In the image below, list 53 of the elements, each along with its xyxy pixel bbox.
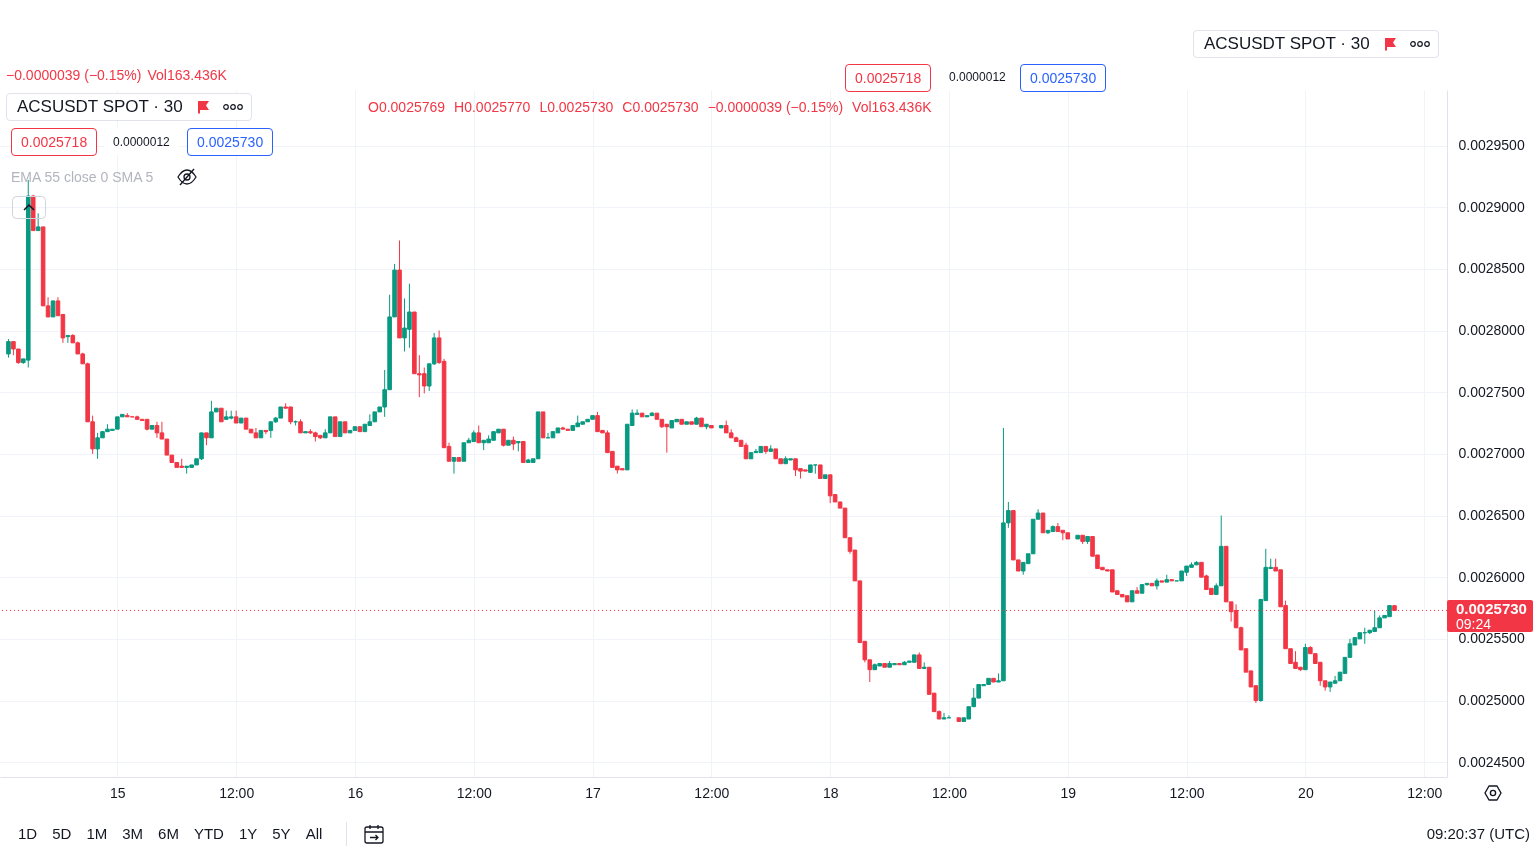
text: 0.0025718 bbox=[855, 70, 922, 86]
y-tick-label: 0.0024500 bbox=[1458, 753, 1525, 770]
y-tick-label: 0.0028000 bbox=[1458, 322, 1525, 339]
text: 6M bbox=[158, 824, 179, 844]
x-tick-label: 19 bbox=[1060, 784, 1077, 801]
annotation: EMA 55 close 0 SMA 5 bbox=[11, 168, 154, 187]
y-tick-label: 0.0029000 bbox=[1458, 198, 1525, 215]
annotation: O0.0025769 bbox=[368, 98, 446, 116]
y-tick-label: 0.0025500 bbox=[1458, 630, 1525, 647]
x-tick-label: 12:00 bbox=[1407, 784, 1443, 801]
text: YTD bbox=[193, 824, 224, 844]
text: 0.0025730 bbox=[1030, 70, 1097, 86]
text: 5D bbox=[52, 824, 72, 844]
text: All bbox=[305, 824, 323, 844]
x-tick-label: 12:00 bbox=[931, 784, 968, 801]
annotation: −0.0000039 (−0.15%) bbox=[707, 98, 844, 116]
text: 3M bbox=[122, 824, 144, 844]
x-tick-label: 18 bbox=[822, 784, 839, 801]
price-tag: 0.0025730 09:24 bbox=[1447, 600, 1533, 633]
symbol-box: ACSUSDT SPOT · 30 bbox=[6, 93, 252, 121]
text: −0.0000039 (−0.15%) bbox=[6, 67, 142, 83]
y-tick-label: 0.0026000 bbox=[1458, 568, 1525, 585]
text: 5Y bbox=[272, 824, 291, 844]
annotation: H0.0025770 bbox=[454, 98, 531, 116]
x-tick-label: 12:00 bbox=[1169, 784, 1205, 801]
y-tick-label: 0.0029500 bbox=[1458, 137, 1525, 153]
text: Vol163.436K bbox=[147, 67, 227, 83]
x-tick-label: 12:00 bbox=[694, 784, 730, 801]
symbol-box: ACSUSDT SPOT · 30 bbox=[1193, 30, 1439, 58]
annotation: 0.0025730 bbox=[187, 128, 274, 156]
x-tick-label: 15 bbox=[110, 784, 126, 801]
y-tick-label: 0.0027000 bbox=[1458, 445, 1525, 462]
y-tick-label: 0.0028500 bbox=[1458, 260, 1525, 277]
annotation: C0.0025730 bbox=[622, 98, 699, 116]
annotation: 0.0000012 bbox=[104, 129, 179, 155]
chart-title: ACSUSDT SPOT · 30 bbox=[17, 97, 183, 117]
x-tick-label: 16 bbox=[347, 784, 364, 801]
y-tick-label: 0.0025000 bbox=[1458, 692, 1525, 709]
x-tick-label: 20 bbox=[1298, 784, 1314, 801]
x-tick-label: 17 bbox=[585, 784, 602, 801]
text: 0.0000012 bbox=[949, 70, 1006, 84]
text: 1M bbox=[86, 824, 108, 844]
y-tick-label: 0.0026500 bbox=[1458, 507, 1525, 524]
annotation: L0.0025730 bbox=[539, 98, 614, 116]
annotation: 0.0025718 bbox=[11, 128, 98, 156]
text: 1Y bbox=[238, 824, 258, 844]
x-tick-label: 12:00 bbox=[219, 784, 255, 801]
text: 1D bbox=[18, 824, 38, 844]
ref-line-label: 0.0025730 bbox=[1456, 600, 1528, 618]
annotation: Vol163.436K bbox=[852, 98, 932, 116]
text: 09:20:37 (UTC) bbox=[1426, 824, 1530, 844]
y-tick-label: 0.0027500 bbox=[1458, 383, 1525, 400]
x-tick-label: 12:00 bbox=[456, 784, 492, 801]
